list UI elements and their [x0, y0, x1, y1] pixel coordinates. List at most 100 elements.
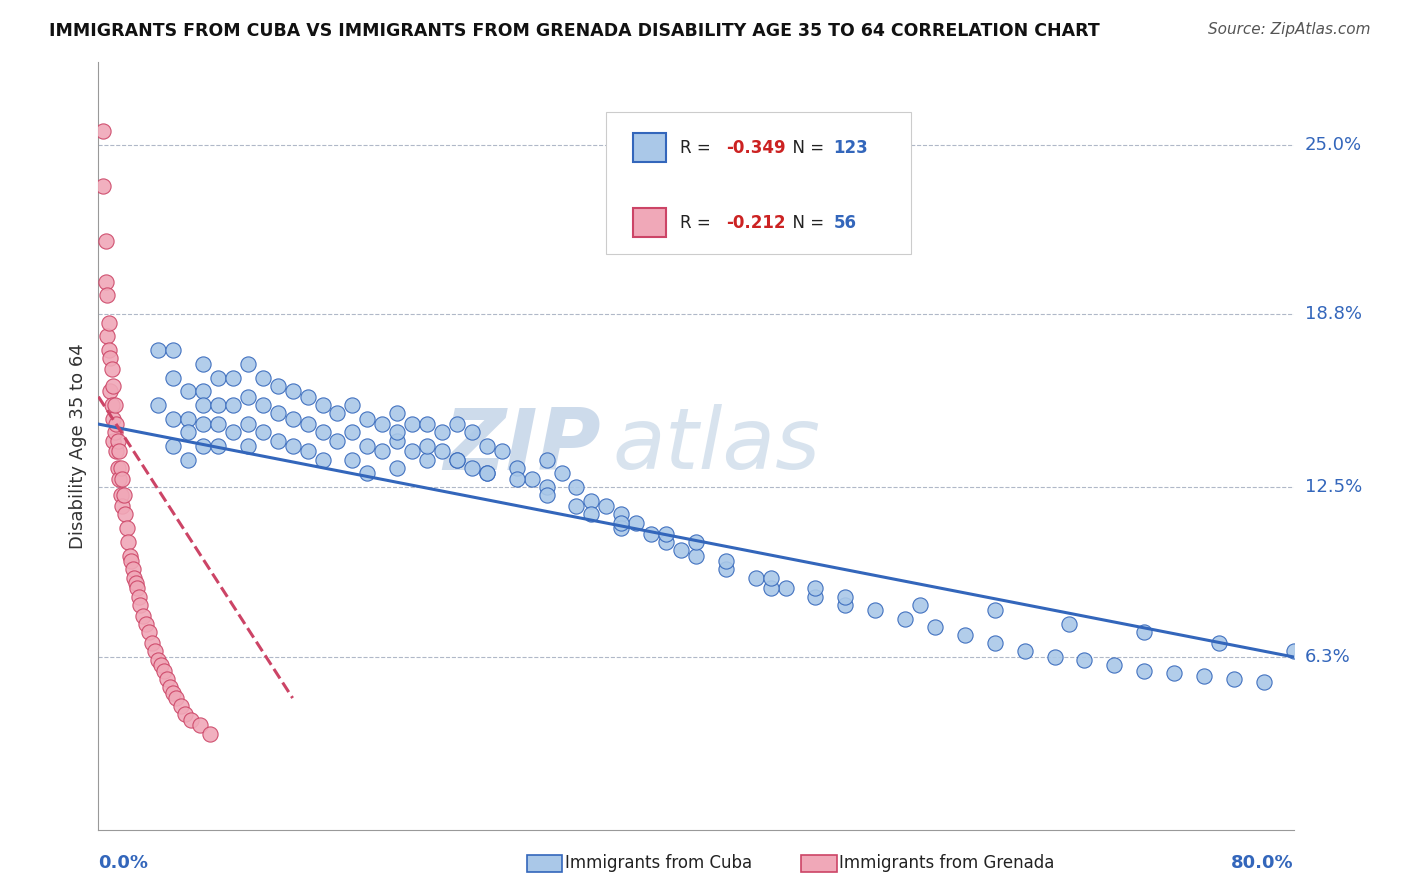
Point — [834, 590, 856, 604]
Text: -0.212: -0.212 — [725, 214, 786, 232]
Point — [1208, 636, 1230, 650]
Point — [685, 535, 707, 549]
Point — [236, 417, 259, 431]
Point — [103, 434, 125, 448]
Point — [475, 439, 498, 453]
Point — [112, 488, 135, 502]
Point — [714, 554, 737, 568]
Point — [1014, 644, 1036, 658]
Point — [446, 417, 468, 431]
Point — [94, 275, 117, 289]
Point — [984, 603, 1007, 617]
Point — [595, 500, 617, 514]
Point — [865, 603, 887, 617]
Point — [115, 521, 138, 535]
Point — [153, 664, 176, 678]
Point — [1192, 669, 1215, 683]
Point — [96, 288, 118, 302]
Point — [685, 549, 707, 563]
Point — [267, 434, 290, 448]
Point — [162, 370, 184, 384]
Point — [104, 425, 127, 440]
Point — [138, 625, 160, 640]
Point — [103, 411, 125, 425]
Point — [162, 411, 184, 425]
Point — [759, 582, 782, 596]
Text: atlas: atlas — [613, 404, 820, 488]
Point — [191, 439, 214, 453]
Point — [804, 590, 827, 604]
Point — [385, 461, 409, 475]
Point — [267, 378, 290, 392]
Point — [610, 521, 633, 535]
Point — [1059, 617, 1081, 632]
Point — [159, 680, 181, 694]
Point — [135, 617, 157, 632]
Point — [162, 685, 184, 699]
Point — [94, 234, 117, 248]
Point — [148, 653, 170, 667]
Text: -0.349: -0.349 — [725, 138, 786, 157]
Point — [105, 444, 128, 458]
Text: 80.0%: 80.0% — [1230, 855, 1294, 872]
Point — [311, 425, 333, 440]
Point — [107, 461, 129, 475]
Point — [669, 543, 692, 558]
Text: 6.3%: 6.3% — [1305, 648, 1350, 666]
Point — [143, 644, 166, 658]
Text: N =: N = — [782, 138, 830, 157]
Point — [745, 570, 768, 584]
Point — [252, 370, 274, 384]
Point — [655, 535, 678, 549]
Point — [104, 398, 127, 412]
Point — [97, 343, 120, 358]
Point — [908, 598, 931, 612]
Point — [640, 526, 662, 541]
Point — [894, 612, 917, 626]
FancyBboxPatch shape — [633, 208, 666, 237]
Point — [804, 582, 827, 596]
FancyBboxPatch shape — [606, 112, 911, 254]
Text: Source: ZipAtlas.com: Source: ZipAtlas.com — [1208, 22, 1371, 37]
Point — [506, 472, 529, 486]
Point — [91, 178, 114, 193]
Point — [297, 390, 319, 404]
Point — [565, 500, 588, 514]
Point — [98, 351, 122, 366]
Point — [581, 493, 603, 508]
Point — [520, 472, 543, 486]
Point — [111, 500, 134, 514]
Point — [759, 570, 782, 584]
Point — [475, 467, 498, 481]
Point — [236, 439, 259, 453]
Point — [121, 562, 143, 576]
Point — [416, 439, 439, 453]
Point — [128, 590, 150, 604]
Point — [1073, 653, 1095, 667]
Point — [626, 516, 648, 530]
Point — [536, 480, 558, 494]
Text: 12.5%: 12.5% — [1305, 478, 1362, 496]
Point — [141, 636, 163, 650]
Point — [342, 425, 364, 440]
Point — [581, 508, 603, 522]
Point — [191, 357, 214, 371]
Point — [326, 434, 349, 448]
Point — [98, 384, 122, 399]
Point — [1133, 664, 1156, 678]
Point — [177, 425, 200, 440]
Point — [267, 406, 290, 420]
Point — [207, 417, 229, 431]
Point — [101, 398, 124, 412]
Text: 25.0%: 25.0% — [1305, 136, 1362, 153]
Point — [446, 452, 468, 467]
Point — [129, 598, 152, 612]
Point — [156, 672, 179, 686]
Point — [207, 370, 229, 384]
Point — [401, 417, 423, 431]
Point — [610, 516, 633, 530]
Point — [953, 628, 976, 642]
Point — [207, 398, 229, 412]
Text: 0.0%: 0.0% — [98, 855, 149, 872]
Point — [356, 439, 378, 453]
